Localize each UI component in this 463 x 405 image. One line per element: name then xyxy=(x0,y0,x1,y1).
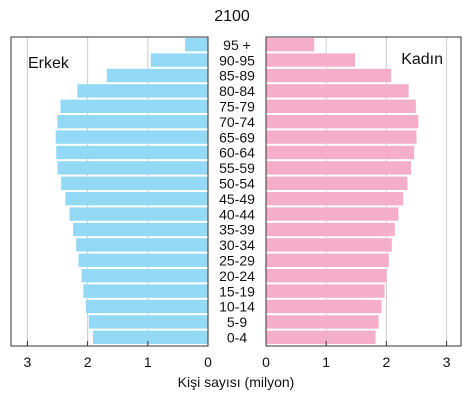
male-bar xyxy=(85,299,208,314)
right-tick-label: 1 xyxy=(322,354,330,370)
female-bar xyxy=(266,330,376,344)
female-bar xyxy=(266,38,315,52)
age-group-label: 30-34 xyxy=(219,237,255,253)
male-bar xyxy=(106,68,208,83)
female-bar xyxy=(266,284,385,298)
age-group-label: 0-4 xyxy=(227,330,247,346)
male-bar xyxy=(60,99,209,113)
age-group-label: 25-29 xyxy=(219,253,255,269)
male-bar xyxy=(57,115,208,129)
right-tick-label: 0 xyxy=(262,354,270,370)
male-bar xyxy=(93,330,208,344)
female-bar xyxy=(266,130,417,144)
female-bar xyxy=(266,315,379,329)
male-bar xyxy=(78,253,208,267)
female-bar xyxy=(266,145,415,160)
female-bar xyxy=(266,222,395,237)
female-bar xyxy=(266,269,387,283)
female-bar xyxy=(266,161,412,175)
age-group-label: 40-44 xyxy=(219,206,255,222)
age-group-label: 85-89 xyxy=(219,68,255,84)
age-group-label: 65-69 xyxy=(219,129,255,145)
age-group-label: 50-54 xyxy=(219,176,255,192)
age-group-label: 95 + xyxy=(223,37,251,53)
age-group-label: 45-49 xyxy=(219,191,255,207)
female-bar xyxy=(266,299,382,314)
x-axis-label: Kişi sayısı (milyon) xyxy=(178,374,295,390)
male-bar xyxy=(83,284,208,298)
age-group-label: 5-9 xyxy=(227,314,247,330)
age-group-label: 10-14 xyxy=(219,299,255,315)
male-bar xyxy=(57,161,208,175)
female-bar xyxy=(266,192,404,206)
age-group-label: 20-24 xyxy=(219,268,255,284)
age-group-label: 15-19 xyxy=(219,283,255,299)
female-bar xyxy=(266,176,408,190)
age-group-label: 70-74 xyxy=(219,114,255,130)
male-bar xyxy=(88,315,208,329)
age-group-label: 75-79 xyxy=(219,99,255,115)
female-bar xyxy=(266,207,399,221)
female-bar xyxy=(266,53,356,67)
male-bar xyxy=(73,222,208,237)
age-group-label: 60-64 xyxy=(219,145,255,161)
male-bar xyxy=(69,207,208,221)
right-tick-label: 2 xyxy=(383,354,391,370)
female-panel-frame xyxy=(265,36,462,347)
age-group-label: 90-95 xyxy=(219,52,255,68)
female-bar xyxy=(266,253,389,267)
female-bar xyxy=(266,99,416,113)
male-bar xyxy=(55,130,208,144)
male-panel-frame xyxy=(10,36,209,347)
left-tick-label: 0 xyxy=(204,354,212,370)
age-group-label: 55-59 xyxy=(219,160,255,176)
male-bar xyxy=(56,145,208,160)
left-tick-label: 3 xyxy=(24,354,32,370)
chart-title: 2100 xyxy=(214,8,250,25)
male-bar xyxy=(61,176,208,190)
male-bar xyxy=(81,269,208,283)
age-group-labels: 95 +90-9585-8980-8475-7970-7465-6960-645… xyxy=(219,37,255,346)
legend-female-label: Kadın xyxy=(401,51,443,68)
male-bar xyxy=(65,192,209,206)
legend-male-label: Erkek xyxy=(28,55,70,72)
age-group-label: 35-39 xyxy=(219,222,255,238)
male-bar xyxy=(150,53,208,67)
male-bar xyxy=(76,238,208,252)
male-panel: 0 1 2 3 xyxy=(10,36,212,370)
female-bar xyxy=(266,115,419,129)
female-bar xyxy=(266,84,409,98)
left-tick-label: 2 xyxy=(84,354,92,370)
age-group-label: 80-84 xyxy=(219,83,255,99)
left-tick-label: 1 xyxy=(144,354,152,370)
male-bar xyxy=(77,84,208,98)
right-tick-label: 3 xyxy=(443,354,451,370)
female-bar xyxy=(266,68,392,83)
female-bar xyxy=(266,238,392,252)
male-bar xyxy=(185,38,208,52)
female-panel: 0 1 2 3 xyxy=(262,36,462,370)
